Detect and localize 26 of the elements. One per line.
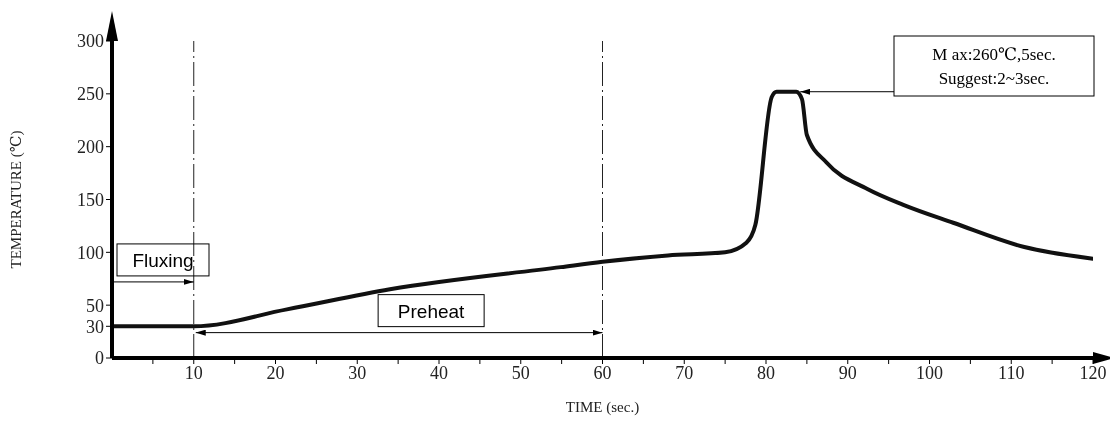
x-tick-label: 50 <box>511 362 530 383</box>
x-tick-label: 100 <box>916 362 943 383</box>
x-axis-title: TIME (sec.) <box>565 399 640 416</box>
y-tick-label: 0 <box>95 348 104 369</box>
x-tick-label: 90 <box>838 362 857 383</box>
y-tick-label: 250 <box>77 84 104 105</box>
annotation: Fluxing <box>132 249 194 271</box>
x-tick-label: 80 <box>757 362 775 383</box>
y-tick-label: 300 <box>77 31 104 52</box>
x-tick-label: 10 <box>184 362 203 383</box>
x-tick-label: 70 <box>675 362 694 383</box>
y-tick-label: 150 <box>77 189 104 210</box>
annotation: Preheat <box>397 300 466 322</box>
y-tick-label: 100 <box>77 242 104 263</box>
x-tick-label: 60 <box>593 362 612 383</box>
x-tick-label: 40 <box>430 362 448 383</box>
x-tick-label: 20 <box>266 362 285 383</box>
x-tick-label: 110 <box>998 362 1025 383</box>
x-tick-label: 30 <box>348 362 367 383</box>
y-tick-label: 30 <box>86 316 104 337</box>
x-tick-label: 120 <box>1079 362 1107 383</box>
annotation: M ax:260℃,5sec. Suggest:2~3sec. <box>932 45 1056 88</box>
line-series <box>112 89 1093 329</box>
y-tick-label: 200 <box>77 137 104 158</box>
y-axis-title: TEMPERATURE (℃) <box>8 130 26 269</box>
y-tick-label: 50 <box>86 295 104 316</box>
